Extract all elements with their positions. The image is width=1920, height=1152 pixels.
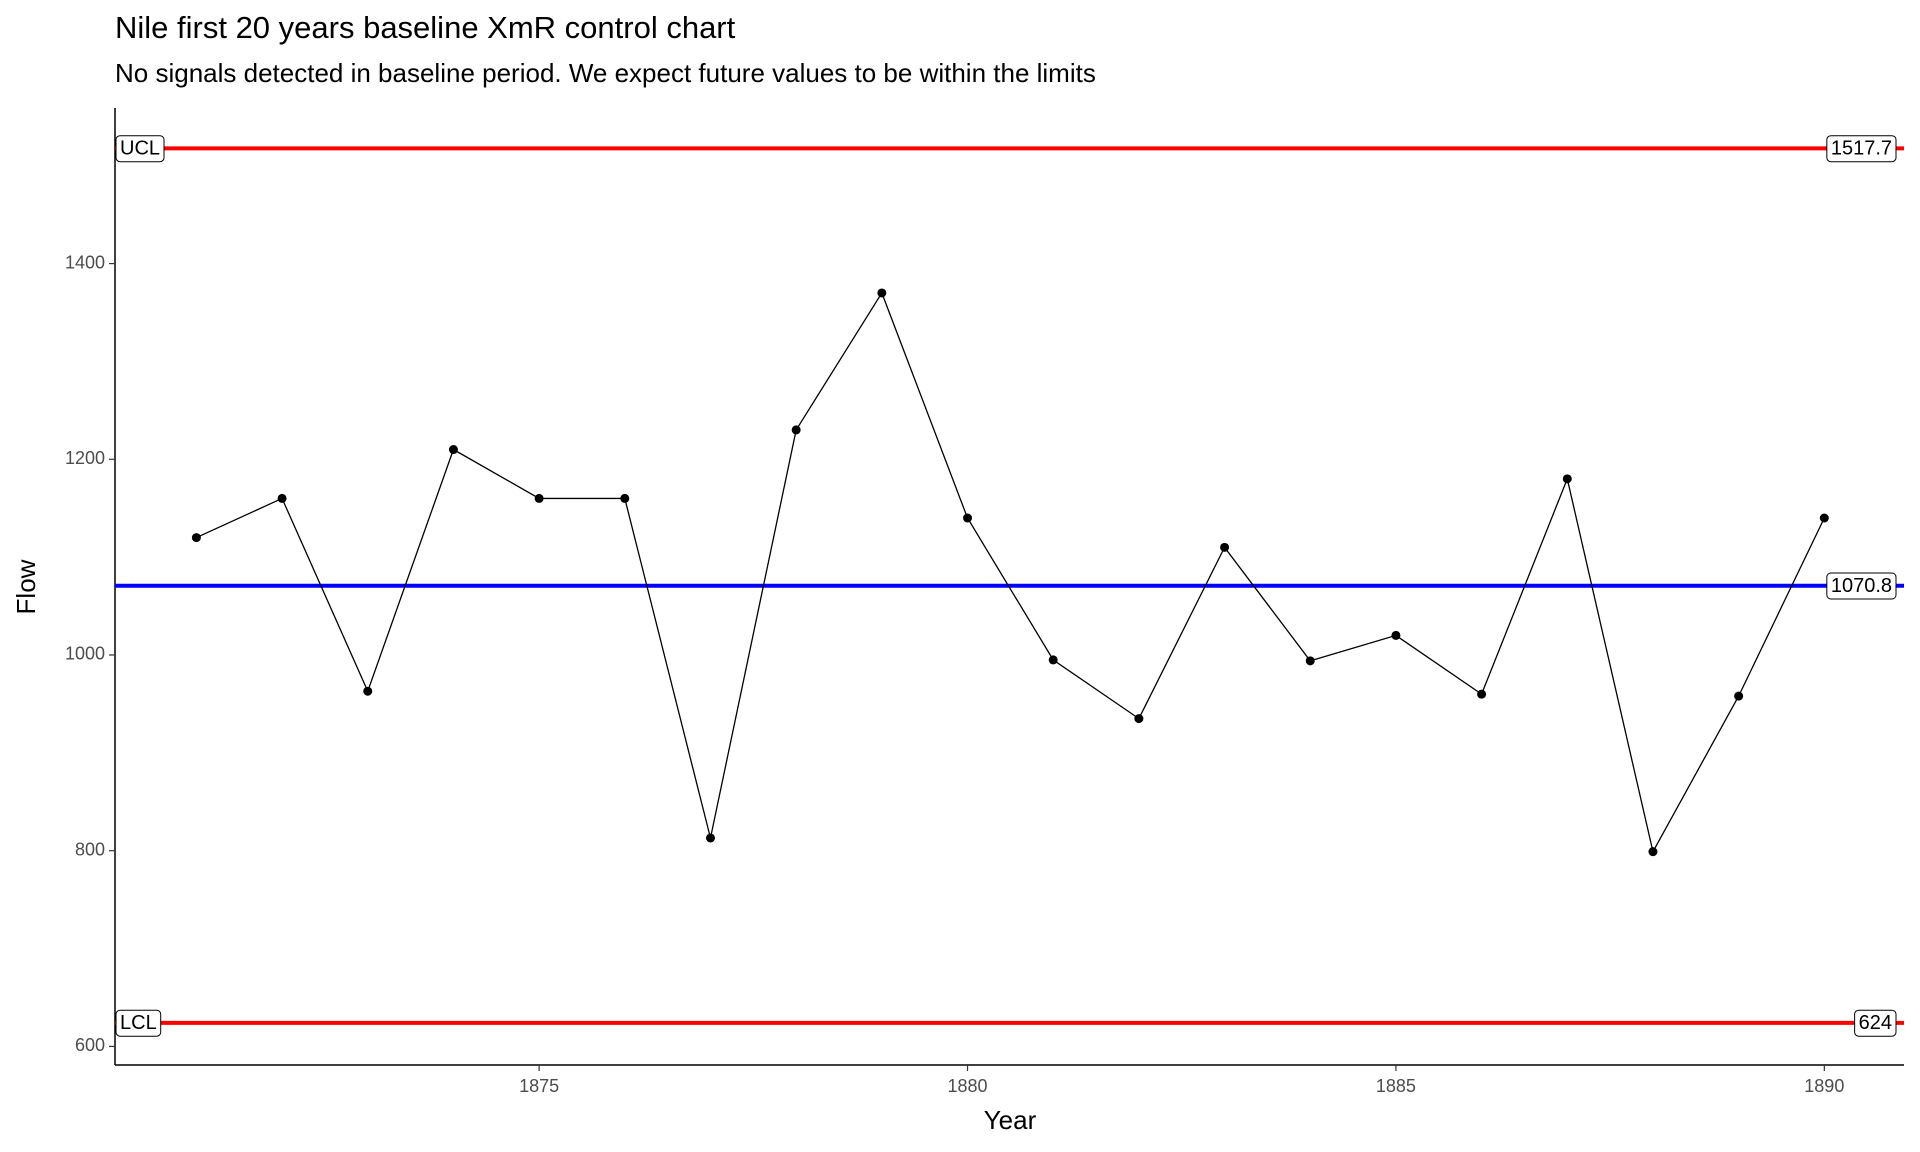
data-point — [1391, 630, 1401, 640]
y-tick-label: 800 — [75, 839, 105, 859]
data-point — [1220, 542, 1230, 552]
data-point — [277, 493, 287, 503]
limit-label: 1070.8 — [1831, 575, 1892, 597]
data-point — [877, 288, 887, 298]
data-point — [963, 513, 973, 523]
data-point — [791, 425, 801, 435]
x-tick-label: 1885 — [1376, 1076, 1416, 1096]
y-tick-label: 600 — [75, 1035, 105, 1055]
data-line — [196, 291, 1825, 854]
limit-label-box — [1826, 572, 1897, 600]
data-point — [705, 833, 715, 843]
chart-title: Nile first 20 years baseline XmR control… — [115, 10, 736, 45]
data-point — [1134, 714, 1144, 724]
data-point — [363, 686, 373, 696]
y-axis-title: Flow — [11, 559, 41, 614]
chart-subtitle: No signals detected in baseline period. … — [115, 58, 1096, 88]
data-point — [1819, 513, 1829, 523]
y-tick-label: 1200 — [65, 448, 105, 468]
data-point — [1305, 656, 1315, 666]
data-point — [1648, 847, 1658, 857]
data-point — [1048, 655, 1058, 665]
data-point — [448, 445, 458, 455]
x-tick-label: 1880 — [947, 1076, 987, 1096]
limit-label-box — [115, 135, 165, 163]
limit-label: 1517.7 — [1831, 138, 1892, 160]
limit-label-box — [1854, 1009, 1897, 1037]
data-point — [1734, 691, 1744, 701]
limit-label-box — [1826, 135, 1897, 163]
limit-label: 624 — [1859, 1012, 1892, 1034]
y-tick-label: 1000 — [65, 644, 105, 664]
data-point — [1477, 689, 1487, 699]
data-point — [534, 493, 544, 503]
x-tick-label: 1890 — [1804, 1076, 1844, 1096]
y-tick-label: 1400 — [65, 252, 105, 272]
data-point — [1562, 474, 1572, 484]
x-tick-label: 1875 — [519, 1076, 559, 1096]
limit-label: UCL — [120, 138, 160, 160]
limit-label: LCL — [120, 1012, 157, 1034]
x-axis-title: Year — [984, 1105, 1037, 1135]
limit-label-box — [115, 1009, 162, 1037]
data-point — [620, 493, 630, 503]
data-point — [191, 533, 201, 543]
